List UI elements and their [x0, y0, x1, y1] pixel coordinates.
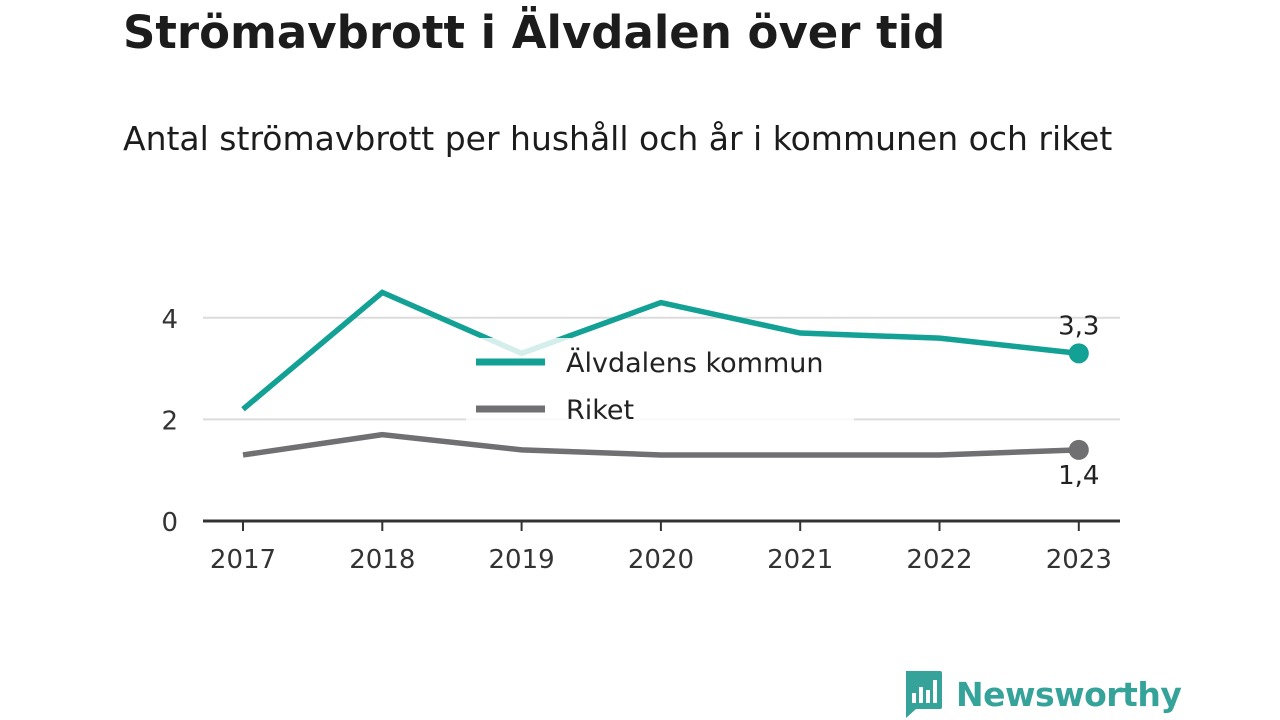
newsworthy-logo-icon: [906, 671, 942, 718]
end-label-1: 1,4: [1058, 461, 1099, 491]
brand-name: Newsworthy: [956, 674, 1182, 714]
series-line-1: [242, 431, 1079, 458]
x-tick-label: 2018: [349, 545, 415, 575]
chart-subtitle: Antal strömavbrott per hushåll och år i …: [123, 119, 1113, 158]
series-end-point-0: [1068, 343, 1089, 364]
series-end-point-1: [1068, 439, 1089, 460]
y-tick-label: 0: [161, 508, 178, 538]
x-tick-label: 2023: [1046, 545, 1112, 575]
x-tick-label: 2022: [906, 545, 972, 575]
x-axis: 2017 2018 2019 2020 2021 2022 2023: [203, 519, 1120, 575]
legend-label-1: Riket: [566, 395, 634, 426]
brand-logo: Newsworthy: [902, 668, 1182, 720]
x-tick-label: 2021: [767, 545, 833, 575]
x-tick-label: 2019: [489, 545, 555, 575]
series-lines: [241, 289, 1089, 460]
y-tick-label: 4: [161, 305, 178, 335]
chart-title: Strömavbrott i Älvdalen över tid: [123, 6, 946, 59]
y-tick-label: 2: [161, 406, 178, 436]
end-label-0: 3,3: [1058, 311, 1099, 341]
legend-label-0: Älvdalens kommun: [566, 347, 824, 379]
end-labels: 3,3 1,4: [1058, 311, 1099, 491]
series-line-0: [241, 289, 1080, 412]
legend: Älvdalens kommun Riket: [466, 338, 854, 426]
x-tick-label: 2017: [210, 545, 276, 575]
x-tick-label: 2020: [628, 545, 694, 575]
